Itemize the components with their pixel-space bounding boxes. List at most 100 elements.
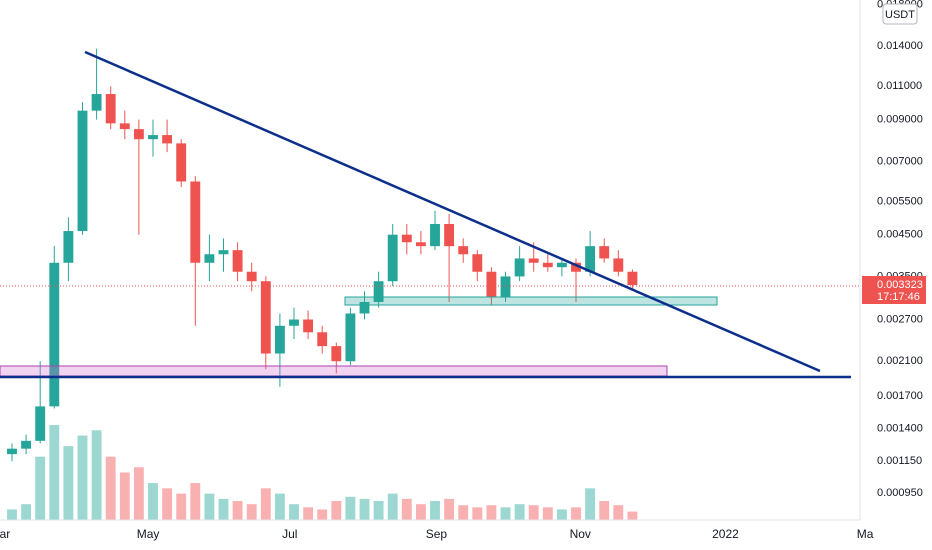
volume-bar <box>444 498 455 520</box>
candle-body <box>472 254 483 272</box>
support-zone <box>344 296 718 306</box>
candle-body <box>500 276 511 297</box>
candle-body <box>289 319 299 326</box>
candle-body <box>542 262 553 268</box>
candle-body <box>105 94 116 124</box>
candle-body <box>486 271 497 297</box>
candle-body <box>317 332 328 347</box>
y-tick-label: 0.005500 <box>877 195 923 207</box>
volume-bar <box>21 504 32 520</box>
price-axis <box>860 0 932 550</box>
axes: 0.0180000.0140000.0110000.0090000.007000… <box>0 0 923 541</box>
candle-body <box>585 246 596 272</box>
x-tick-label: Sep <box>426 527 448 541</box>
volume-bar <box>7 509 17 520</box>
volume-bar <box>105 456 116 520</box>
volume-bar <box>556 509 567 520</box>
candle-body <box>514 258 525 277</box>
volume-bar <box>627 511 638 520</box>
candle-body <box>599 246 610 259</box>
candle-body <box>91 94 102 111</box>
candle-body <box>162 135 173 144</box>
candle-body <box>345 313 356 362</box>
volume-bar <box>345 496 356 520</box>
candle-body <box>133 129 144 140</box>
y-tick-label: 0.002100 <box>877 355 923 367</box>
candle-body <box>21 440 32 449</box>
volume-layer <box>7 425 638 520</box>
candle-body <box>613 258 624 272</box>
volume-bar <box>571 507 581 520</box>
x-tick-label: Nov <box>570 527 591 541</box>
candle-body <box>35 406 46 441</box>
volume-bar <box>119 472 130 520</box>
volume-bar <box>387 493 398 520</box>
price-tag <box>862 276 926 304</box>
volume-bar <box>49 425 60 520</box>
volume-bar <box>542 507 553 520</box>
candle-body <box>7 448 17 455</box>
x-tick-label: ar <box>0 527 10 541</box>
volume-bar <box>415 504 426 520</box>
volume-bar <box>514 504 525 520</box>
candle-body <box>331 346 342 362</box>
candle-body <box>274 325 285 354</box>
candle-body <box>387 234 398 282</box>
y-tick-label: 0.000950 <box>877 487 923 499</box>
y-tick-label: 0.001150 <box>877 455 922 467</box>
currency-box <box>882 3 918 25</box>
candle-body <box>571 262 581 272</box>
volume-bar <box>401 498 412 520</box>
volume-bar <box>331 501 342 520</box>
x-tick-label: May <box>137 527 160 541</box>
candle-body <box>260 281 271 354</box>
currency-label: USDT <box>885 9 915 21</box>
volume-bar <box>232 501 243 520</box>
volume-bar <box>204 493 215 520</box>
y-tick-label: 0.014000 <box>877 40 923 52</box>
candle-body <box>204 254 215 263</box>
x-tick-label: Ma <box>857 527 874 541</box>
candle-layer <box>7 48 638 462</box>
volume-bar <box>303 507 314 520</box>
candle-body <box>49 262 60 407</box>
candle-body <box>77 110 88 232</box>
volume-bar <box>77 435 88 520</box>
countdown: 17:17:46 <box>877 291 920 303</box>
candle-body <box>303 319 314 333</box>
candle-body <box>190 181 201 263</box>
volume-bar <box>289 504 299 520</box>
volume-bar <box>63 446 74 520</box>
volume-bar <box>133 467 144 520</box>
y-tick-label: 0.011000 <box>877 80 922 92</box>
candle-body <box>359 302 370 314</box>
volume-bar <box>430 501 440 520</box>
volume-bar <box>176 493 187 520</box>
candle-body <box>528 258 539 263</box>
trend-line <box>84 50 821 373</box>
volume-bar <box>359 498 370 520</box>
candle-body <box>148 135 158 140</box>
candle-body <box>373 281 384 303</box>
volume-bar <box>246 504 257 520</box>
x-tick-label: 2022 <box>712 527 739 541</box>
candle-body <box>119 123 130 130</box>
candle-body <box>444 223 455 247</box>
candle-body <box>63 231 74 263</box>
y-tick-label: 0.001700 <box>877 390 923 402</box>
volume-bar <box>91 430 102 520</box>
volume-bar <box>260 488 271 520</box>
last-price: 0.003323 <box>877 279 923 291</box>
candle-body <box>458 246 469 255</box>
volume-bar <box>613 505 624 520</box>
volume-bar <box>528 505 539 520</box>
volume-bar <box>599 501 610 520</box>
volume-bar <box>486 505 497 520</box>
y-tick-label: 0.002700 <box>877 313 923 325</box>
volume-bar <box>500 507 511 520</box>
y-tick-label: 0.004500 <box>877 229 923 241</box>
volume-bar <box>35 456 46 520</box>
candle-body <box>218 250 229 255</box>
